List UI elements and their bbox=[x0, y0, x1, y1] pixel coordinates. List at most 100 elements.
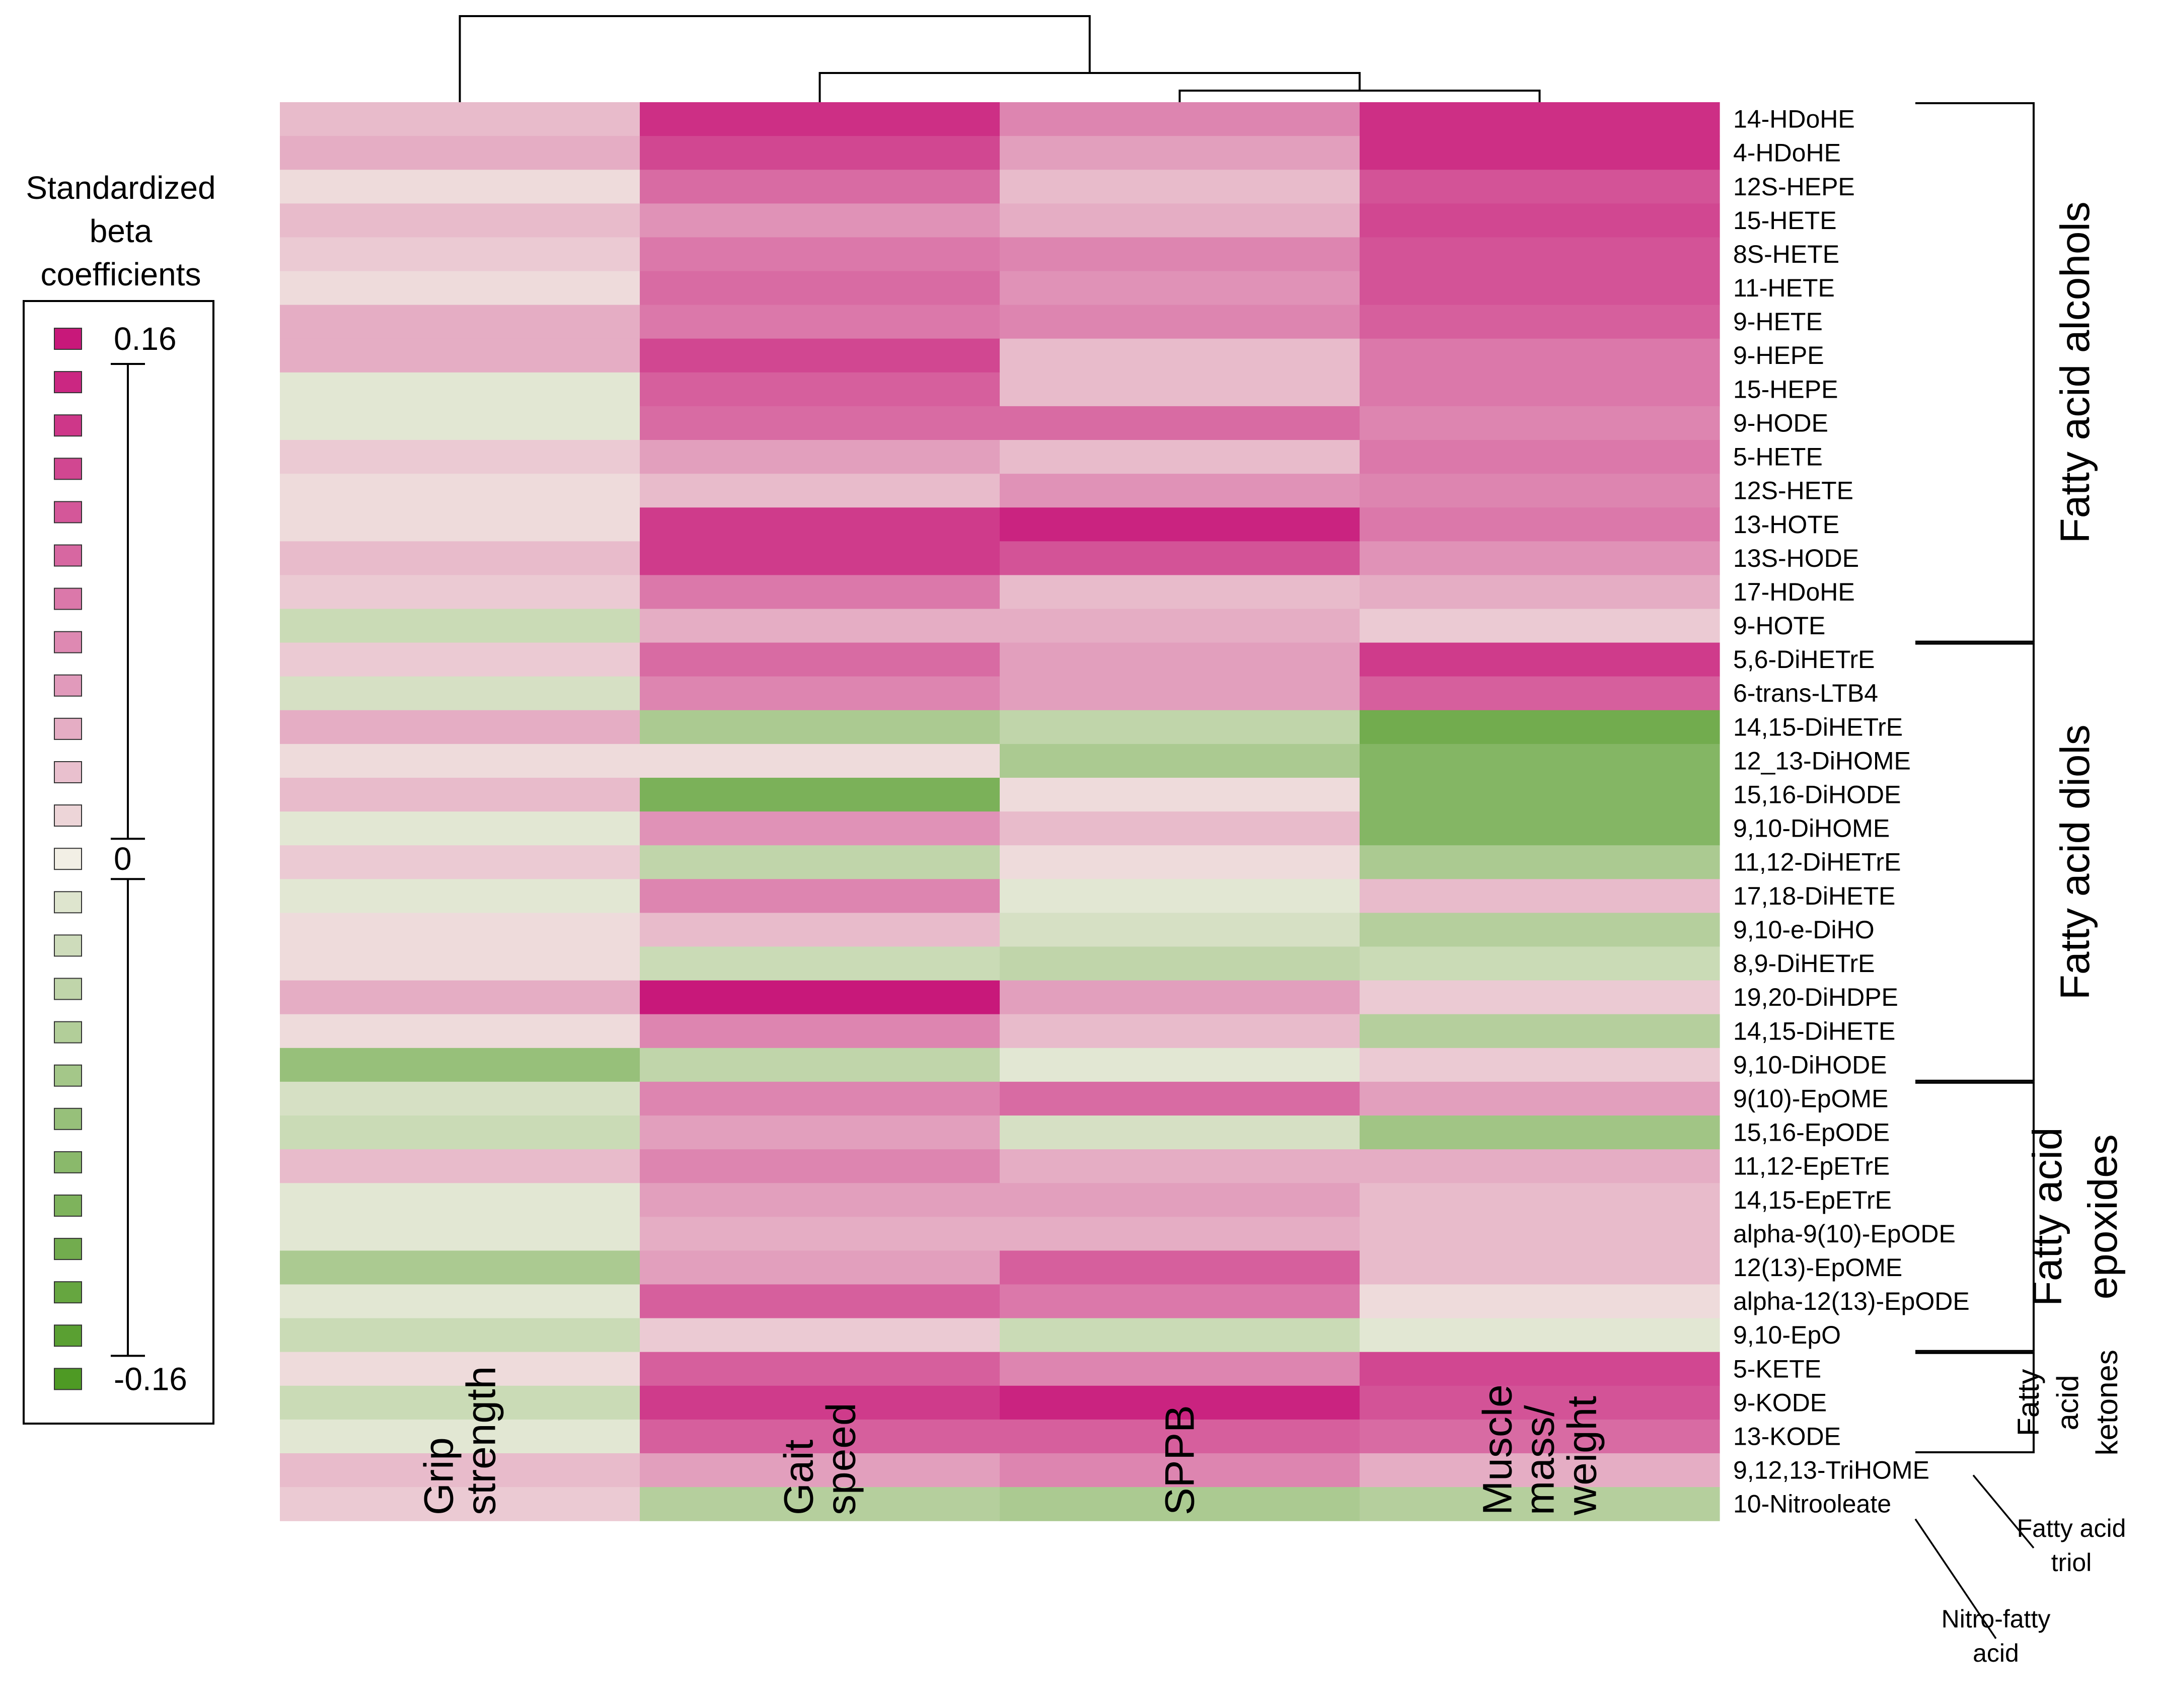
heatmap-cell bbox=[280, 372, 640, 407]
row-label: 11,12-EpETrE bbox=[1733, 1152, 1890, 1180]
row-label: 12S-HEPE bbox=[1733, 173, 1855, 201]
dendrogram-branch bbox=[818, 72, 1361, 102]
heatmap-cell bbox=[1360, 406, 1720, 440]
row-label: 15,16-EpODE bbox=[1733, 1119, 1890, 1147]
callout-line bbox=[1972, 1474, 2035, 1549]
heatmap-cell bbox=[280, 271, 640, 306]
heatmap-cell bbox=[1360, 372, 1720, 407]
heatmap-cell bbox=[640, 1217, 1000, 1251]
row-label: 17-HDoHE bbox=[1733, 578, 1855, 606]
row-label: 11,12-DiHETrE bbox=[1733, 848, 1901, 876]
heatmap-cell bbox=[1360, 1014, 1720, 1049]
heatmap-cell bbox=[1360, 170, 1720, 204]
heatmap-cell bbox=[640, 1250, 1000, 1285]
heatmap-cell bbox=[640, 1081, 1000, 1116]
row-label: 9,10-DiHOME bbox=[1733, 814, 1890, 843]
group-bracket bbox=[1915, 1352, 2035, 1453]
legend-swatch bbox=[54, 544, 82, 567]
legend-swatch bbox=[54, 328, 82, 350]
heatmap-cell bbox=[640, 1116, 1000, 1150]
heatmap-cell bbox=[640, 271, 1000, 306]
heatmap-cell bbox=[1000, 237, 1360, 272]
row-label: 15-HEPE bbox=[1733, 375, 1838, 403]
heatmap-cell bbox=[280, 1487, 640, 1521]
heatmap-cell bbox=[280, 170, 640, 204]
heatmap-cell bbox=[280, 1217, 640, 1251]
legend-swatch bbox=[54, 501, 82, 524]
heatmap-cell bbox=[1360, 338, 1720, 373]
heatmap-cell bbox=[280, 1149, 640, 1183]
row-label: 9,10-e-DiHO bbox=[1733, 916, 1875, 944]
heatmap-cell bbox=[280, 237, 640, 272]
heatmap-cell bbox=[1360, 1183, 1720, 1217]
heatmap-cell bbox=[640, 642, 1000, 677]
heatmap-cell bbox=[1360, 1149, 1720, 1183]
callout-label: Nitro-fatty bbox=[1942, 1605, 2051, 1633]
row-label: 9-HETE bbox=[1733, 308, 1823, 336]
heatmap-cell bbox=[1360, 271, 1720, 306]
heatmap-cell bbox=[640, 102, 1000, 136]
heatmap-cell bbox=[1360, 474, 1720, 508]
heatmap-cell bbox=[1360, 1487, 1720, 1521]
legend-swatch bbox=[54, 1238, 82, 1260]
heatmap-cell bbox=[1360, 642, 1720, 677]
heatmap-cell bbox=[280, 102, 640, 136]
legend-swatch bbox=[54, 414, 82, 437]
heatmap-cell bbox=[280, 575, 640, 610]
legend-swatch bbox=[54, 848, 82, 870]
heatmap-cell bbox=[1000, 1217, 1360, 1251]
row-label: alpha-12(13)-EpODE bbox=[1733, 1287, 1970, 1315]
heatmap-cell bbox=[640, 913, 1000, 947]
heatmap-cell bbox=[1360, 1116, 1720, 1150]
heatmap-cell bbox=[640, 305, 1000, 339]
legend-swatch bbox=[54, 631, 82, 653]
legend-frame bbox=[23, 300, 214, 1425]
heatmap-cell bbox=[1360, 440, 1720, 474]
heatmap-cell bbox=[1000, 1318, 1360, 1353]
row-labels: 14-HDoHE 4-HDoHE 12S-HEPE 15-HETE 8S-HETE 11-… bbox=[1733, 105, 1970, 1518]
row-label: 17,18-DiHETE bbox=[1733, 882, 1895, 910]
heatmap-cell bbox=[280, 1419, 640, 1454]
heatmap-cell bbox=[1360, 1453, 1720, 1488]
heatmap-cell bbox=[640, 136, 1000, 170]
row-label: 9-HODE bbox=[1733, 409, 1828, 437]
heatmap-cell bbox=[280, 811, 640, 846]
legend-swatch bbox=[54, 1107, 82, 1130]
heatmap-cell bbox=[1000, 406, 1360, 440]
legend-title: Standardized bbox=[26, 170, 215, 206]
legend-swatch bbox=[54, 587, 82, 610]
row-label: 14-HDoHE bbox=[1733, 105, 1855, 133]
legend-swatch bbox=[54, 1195, 82, 1217]
heatmap-cell bbox=[640, 1419, 1000, 1454]
column-label: Grip bbox=[416, 1437, 462, 1515]
group-label: Fatty bbox=[2011, 1369, 2045, 1436]
heatmap-cell bbox=[640, 1014, 1000, 1049]
group-bracket bbox=[1915, 1081, 2035, 1352]
heatmap-cell bbox=[280, 1385, 640, 1420]
heatmap-cell bbox=[1000, 609, 1360, 643]
legend-swatch bbox=[54, 1324, 82, 1347]
group-label: Fatty acid alcohols bbox=[2052, 201, 2098, 543]
heatmap-cell bbox=[1000, 507, 1360, 542]
group-label: ketones bbox=[2090, 1350, 2124, 1455]
legend-swatch bbox=[54, 458, 82, 480]
legend-swatch bbox=[54, 978, 82, 1000]
heatmap-cell bbox=[1360, 203, 1720, 238]
heatmap-cell bbox=[1360, 1318, 1720, 1353]
heatmap-cell bbox=[1000, 102, 1360, 136]
heatmap-cell bbox=[280, 744, 640, 778]
column-label: Muscle bbox=[1475, 1384, 1521, 1515]
heatmap-cell bbox=[640, 1453, 1000, 1488]
group-bracket bbox=[1915, 642, 2035, 1082]
heatmap-cell bbox=[280, 338, 640, 373]
heatmap-cell bbox=[1000, 744, 1360, 778]
heatmap-cell bbox=[640, 203, 1000, 238]
heatmap-cell bbox=[640, 1385, 1000, 1420]
heatmap-cell bbox=[1000, 170, 1360, 204]
column-label: strength bbox=[459, 1366, 504, 1515]
heatmap-cell bbox=[1000, 879, 1360, 913]
legend-title: beta bbox=[90, 213, 153, 249]
heatmap-cell bbox=[1360, 575, 1720, 610]
legend-min-label: -0.16 bbox=[114, 1361, 187, 1397]
heatmap-cell bbox=[1000, 440, 1360, 474]
